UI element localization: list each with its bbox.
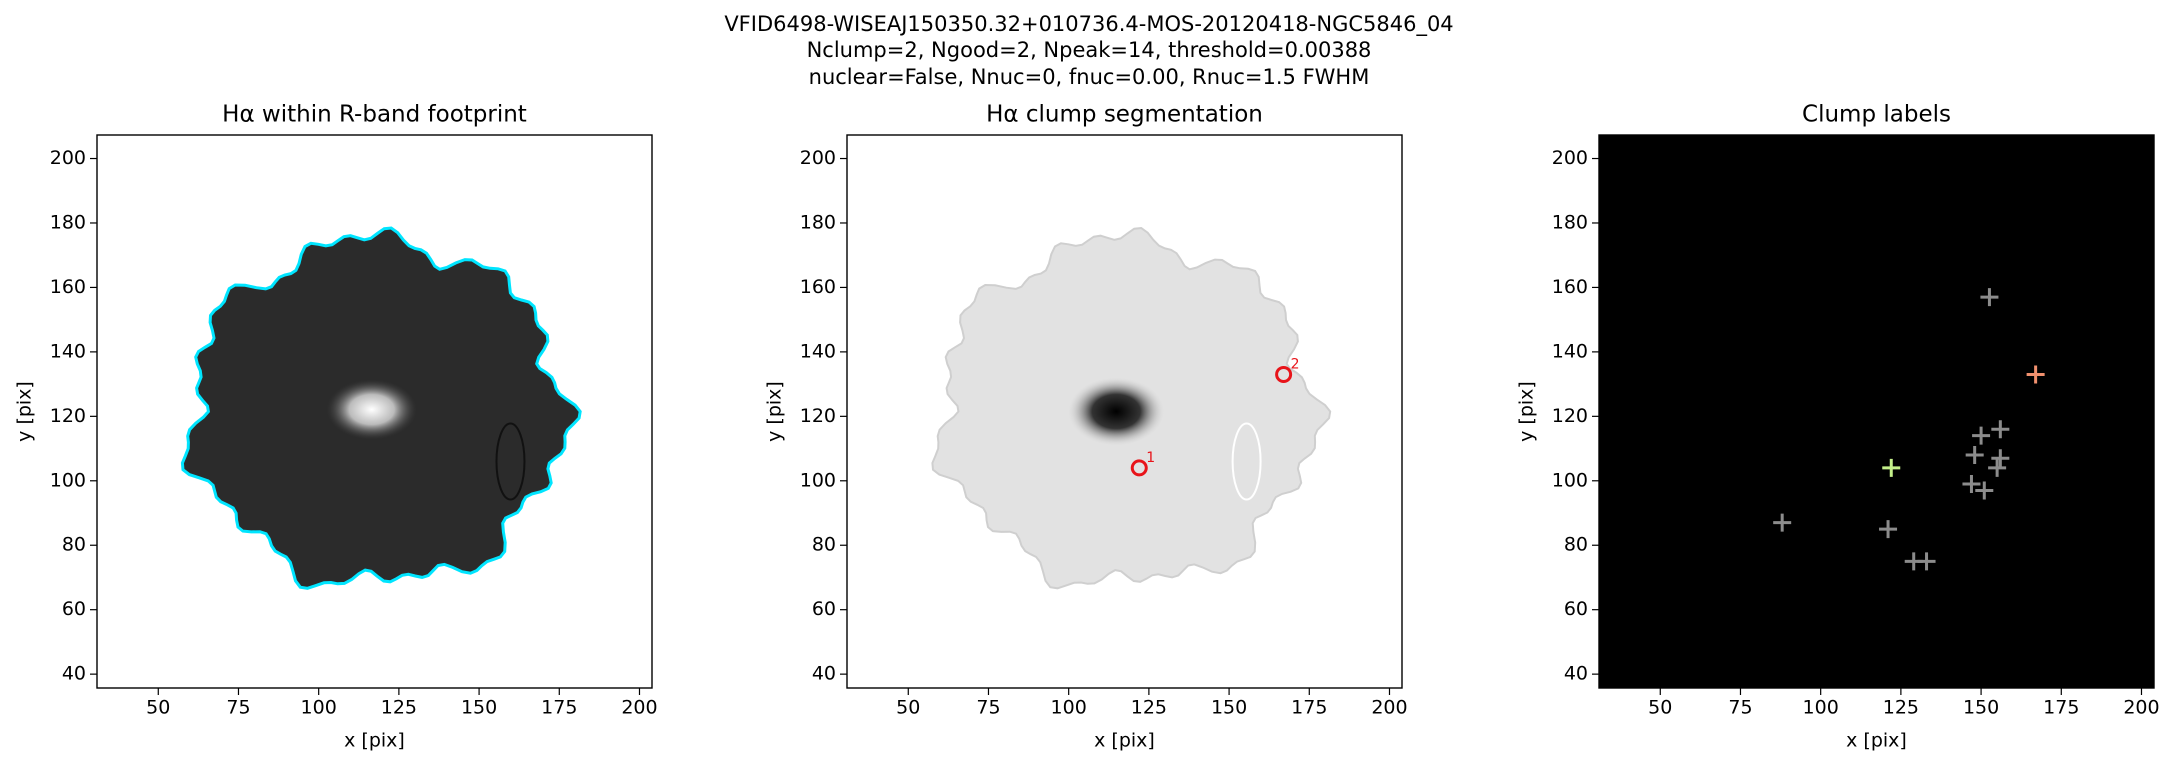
peak-marker [2026, 365, 2045, 384]
x-axis-label: x [pix] [1094, 730, 1155, 752]
x-tick-label: 50 [896, 697, 920, 719]
image [1599, 135, 2154, 688]
peak-marker [1962, 475, 1981, 494]
y-tick-label: 40 [812, 663, 836, 685]
clump-marker [1130, 459, 1148, 477]
y-tick-label: 80 [812, 534, 836, 556]
y-tick-label: 100 [50, 469, 86, 491]
x-tick-label: 150 [1211, 697, 1247, 719]
artifact [495, 422, 526, 501]
axes-frame [1598, 134, 2155, 689]
x-tick-label: 75 [976, 697, 1000, 719]
peak-marker [1980, 288, 1999, 307]
galaxy-core [326, 379, 417, 440]
x-tick-label: 200 [1371, 697, 1407, 719]
panel-title: Hα within R-band footprint [222, 102, 527, 128]
x-axis-label: x [pix] [344, 730, 405, 752]
y-tick-label: 200 [800, 147, 836, 169]
peak-marker [1972, 426, 1991, 445]
y-tick-label: 160 [50, 276, 86, 298]
peak-marker [1991, 420, 2010, 439]
peak-marker [1988, 458, 2007, 477]
y-tick-label: 120 [800, 405, 836, 427]
x-tick-label: 50 [146, 697, 170, 719]
x-axis-label: x [pix] [1846, 730, 1907, 752]
axes-frame [96, 134, 653, 689]
suptitle: VFID6498-WISEAJ150350.32+010736.4-MOS-20… [724, 12, 1453, 37]
x-tick-label: 125 [1131, 697, 1167, 719]
x-tick-label: 150 [1963, 697, 1999, 719]
image [180, 226, 582, 590]
panel-title: Hα clump segmentation [986, 102, 1263, 128]
label-image [1599, 135, 2154, 688]
galaxy-core [1068, 377, 1165, 446]
panel-title: Clump labels [1802, 102, 1951, 128]
y-tick-label: 60 [1564, 598, 1588, 620]
peak-marker [1991, 449, 2010, 468]
y-tick-label: 180 [50, 211, 86, 233]
y-tick-label: 160 [1552, 276, 1588, 298]
y-tick-label: 60 [62, 598, 86, 620]
x-tick-label: 175 [541, 697, 577, 719]
peak-marker [1975, 481, 1994, 500]
x-tick-label: 100 [1803, 697, 1839, 719]
clump-label: 2 [1291, 356, 1300, 372]
peak-marker [1917, 552, 1936, 571]
axes-frame [846, 134, 1403, 689]
x-tick-label: 50 [1648, 697, 1672, 719]
y-tick-label: 80 [1564, 534, 1588, 556]
x-tick-label: 175 [2043, 697, 2079, 719]
panel: 50 75 100 125 150 175 200 40 60 80 100 120 140 160 180… [1516, 102, 2160, 752]
image: 12 [931, 226, 1332, 590]
y-tick-label: 120 [50, 405, 86, 427]
y-tick-label: 120 [1552, 405, 1588, 427]
x-tick-label: 125 [1883, 697, 1919, 719]
suptitle: nuclear=False, Nnuc=0, fnuc=0.00, Rnuc=1… [809, 65, 1370, 89]
x-tick-label: 100 [301, 697, 337, 719]
y-axis-label: y [pix] [1516, 381, 1538, 442]
y-tick-label: 160 [800, 276, 836, 298]
y-tick-label: 140 [1552, 340, 1588, 362]
y-tick-label: 140 [50, 340, 86, 362]
x-tick-label: 75 [1728, 697, 1752, 719]
x-tick-label: 200 [2123, 697, 2159, 719]
y-tick-label: 100 [1552, 469, 1588, 491]
clump-marker [1275, 365, 1293, 383]
y-axis-label: y [pix] [764, 381, 786, 442]
clump-label: 1 [1146, 450, 1155, 466]
x-tick-label: 200 [621, 697, 657, 719]
x-tick-label: 125 [381, 697, 417, 719]
peak-marker [1879, 520, 1898, 539]
y-tick-label: 80 [62, 534, 86, 556]
y-axis-label: y [pix] [14, 381, 36, 442]
panel: 50 75 100 125 150 175 200 40 60 80 100 120 140 160 180… [14, 102, 658, 752]
y-tick-label: 40 [62, 663, 86, 685]
peak-marker [1965, 446, 1984, 465]
x-tick-label: 75 [226, 697, 250, 719]
artifact [1231, 422, 1262, 501]
x-tick-label: 100 [1051, 697, 1087, 719]
x-tick-label: 150 [461, 697, 497, 719]
y-tick-label: 200 [50, 147, 86, 169]
peak-marker [1773, 513, 1792, 532]
y-tick-label: 40 [1564, 663, 1588, 685]
y-tick-label: 180 [800, 211, 836, 233]
suptitle: Nclump=2, Ngood=2, Npeak=14, threshold=0… [807, 38, 1372, 62]
y-tick-label: 140 [800, 340, 836, 362]
y-tick-label: 200 [1552, 147, 1588, 169]
y-tick-label: 60 [812, 598, 836, 620]
y-tick-label: 180 [1552, 211, 1588, 233]
y-tick-label: 100 [800, 469, 836, 491]
peak-marker [1882, 458, 1901, 477]
x-tick-label: 175 [1291, 697, 1327, 719]
